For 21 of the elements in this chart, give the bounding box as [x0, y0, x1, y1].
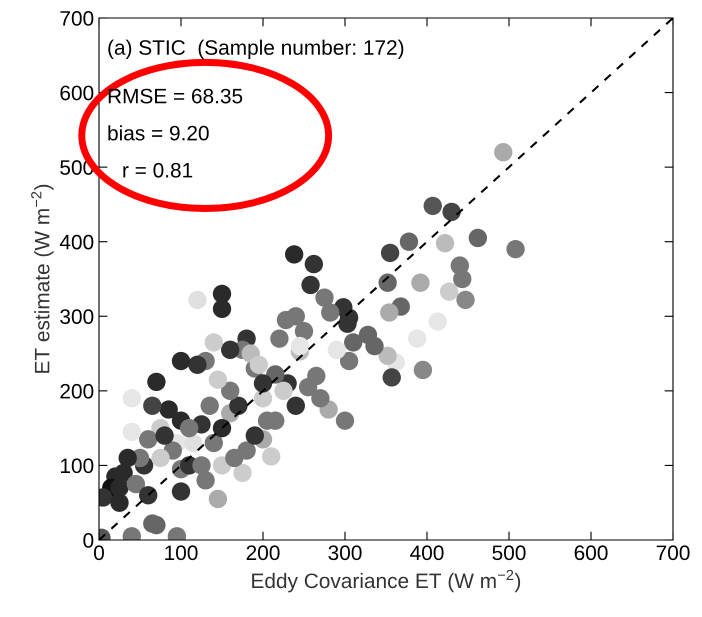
annotation: RMSE = 68.35: [108, 88, 242, 104]
y-tick-label: 600: [60, 86, 94, 100]
annotation: bias = 9.20: [108, 125, 209, 141]
x-tick-label: 200: [246, 545, 280, 560]
x-tick-label: 600: [574, 545, 608, 560]
x-tick-label: 0: [94, 545, 104, 560]
y-axis-title: ET estimate (W m$^{−2}$): [31, 184, 54, 373]
y-tick-label: 0: [83, 533, 94, 548]
x-tick-label: 300: [328, 545, 362, 560]
x-tick-label: 500: [492, 545, 526, 560]
y-tick-label: 700: [60, 11, 94, 26]
y-tick-label: 200: [60, 384, 94, 399]
x-tick-label: 400: [410, 545, 444, 560]
x-tick-label: 700: [656, 545, 690, 560]
x-tick-label: 100: [165, 545, 198, 560]
y-tick-label: 100: [60, 458, 94, 474]
y-tick-label: 400: [60, 234, 94, 250]
y-tick-label: 300: [60, 309, 94, 324]
annotation: r = 0.81: [123, 162, 192, 178]
annotation: (a) STIC (Sample number: 172): [108, 40, 404, 60]
x-axis-title: Eddy Covariance ET (W m$^{−2}$): [252, 570, 520, 592]
